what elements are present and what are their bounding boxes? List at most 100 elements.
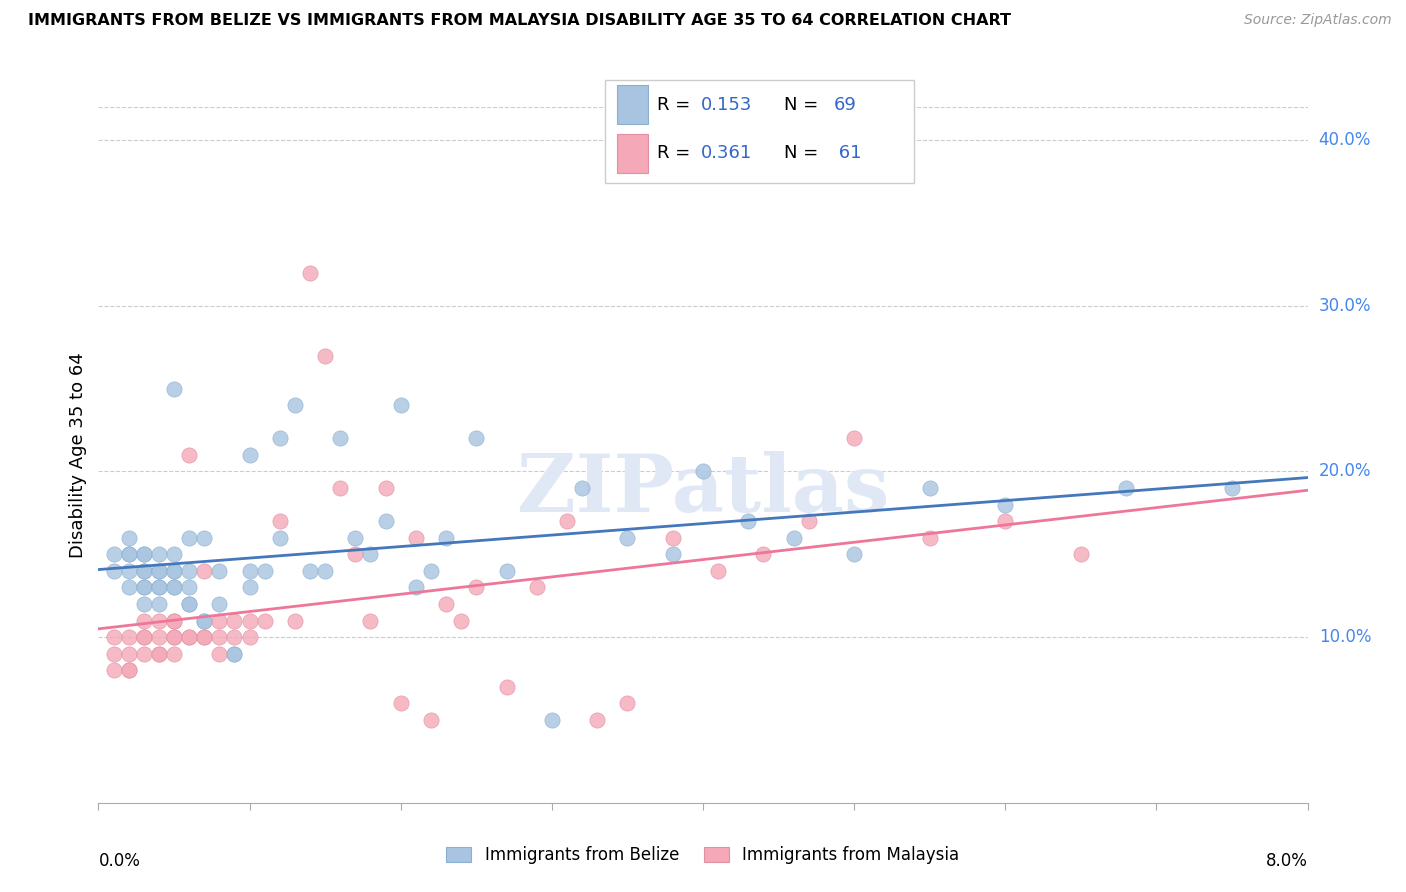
Text: 0.0%: 0.0% <box>98 852 141 870</box>
Point <box>844 431 866 445</box>
Point <box>163 564 186 578</box>
FancyBboxPatch shape <box>617 86 648 124</box>
Point <box>239 564 262 578</box>
Text: N =: N = <box>785 145 824 162</box>
Point <box>374 514 396 528</box>
Point <box>1070 547 1092 561</box>
Text: 61: 61 <box>834 145 862 162</box>
Point <box>434 531 457 545</box>
Point <box>193 614 215 628</box>
Point <box>118 547 141 561</box>
Point <box>782 531 804 545</box>
Point <box>163 630 186 644</box>
Point <box>661 531 683 545</box>
Point <box>179 581 201 595</box>
FancyBboxPatch shape <box>605 80 914 183</box>
Y-axis label: Disability Age 35 to 64: Disability Age 35 to 64 <box>69 352 87 558</box>
Text: 69: 69 <box>834 96 856 114</box>
Point <box>359 547 381 561</box>
Point <box>737 514 759 528</box>
Point <box>179 597 201 611</box>
Point <box>224 647 246 661</box>
Point <box>994 498 1017 512</box>
Point <box>148 581 170 595</box>
Point <box>224 614 246 628</box>
Point <box>118 663 141 677</box>
Point <box>148 564 170 578</box>
Point <box>148 547 170 561</box>
Legend: Immigrants from Belize, Immigrants from Malaysia: Immigrants from Belize, Immigrants from … <box>447 846 959 864</box>
Point <box>586 713 609 727</box>
Text: 40.0%: 40.0% <box>1319 131 1371 149</box>
Point <box>163 614 186 628</box>
Point <box>284 614 307 628</box>
Point <box>555 514 578 528</box>
Point <box>118 564 141 578</box>
Point <box>692 465 714 479</box>
Point <box>179 564 201 578</box>
Point <box>163 614 186 628</box>
Point <box>103 630 125 644</box>
Point <box>1115 481 1137 495</box>
Point <box>103 547 125 561</box>
Point <box>148 614 170 628</box>
Point <box>148 581 170 595</box>
Point <box>344 531 367 545</box>
Point <box>193 614 215 628</box>
Point <box>179 531 201 545</box>
Point <box>148 647 170 661</box>
Point <box>374 481 396 495</box>
Text: 20.0%: 20.0% <box>1319 462 1371 481</box>
Point <box>707 564 730 578</box>
Text: 8.0%: 8.0% <box>1265 852 1308 870</box>
Point <box>239 581 262 595</box>
Point <box>148 647 170 661</box>
Point <box>571 481 593 495</box>
Text: ZIPatlas: ZIPatlas <box>517 450 889 529</box>
Point <box>179 630 201 644</box>
Point <box>616 697 638 711</box>
Point <box>526 581 548 595</box>
Point <box>179 630 201 644</box>
Point <box>163 630 186 644</box>
Point <box>918 531 941 545</box>
Point <box>163 647 186 661</box>
Point <box>132 630 155 644</box>
Text: 0.361: 0.361 <box>700 145 752 162</box>
Text: 30.0%: 30.0% <box>1319 297 1371 315</box>
Point <box>284 398 307 412</box>
Point <box>132 564 155 578</box>
Point <box>661 547 683 561</box>
Point <box>239 448 262 462</box>
Point <box>465 431 488 445</box>
Point <box>314 349 336 363</box>
Point <box>269 514 291 528</box>
Point <box>132 547 155 561</box>
Point <box>994 514 1017 528</box>
Point <box>208 597 231 611</box>
Point <box>193 564 215 578</box>
Point <box>148 564 170 578</box>
Point <box>163 581 186 595</box>
Point <box>103 663 125 677</box>
Point <box>163 547 186 561</box>
Point <box>193 531 215 545</box>
Point <box>269 531 291 545</box>
Text: Source: ZipAtlas.com: Source: ZipAtlas.com <box>1244 13 1392 28</box>
Point <box>132 630 155 644</box>
Point <box>148 630 170 644</box>
Point <box>132 614 155 628</box>
Point <box>359 614 381 628</box>
Point <box>118 647 141 661</box>
Point <box>389 697 412 711</box>
Point <box>179 597 201 611</box>
Point <box>118 547 141 561</box>
Point <box>389 398 412 412</box>
Point <box>419 564 441 578</box>
Text: 0.153: 0.153 <box>700 96 752 114</box>
Point <box>118 531 141 545</box>
Point <box>269 431 291 445</box>
Text: R =: R = <box>657 145 696 162</box>
Point <box>208 630 231 644</box>
Point <box>148 597 170 611</box>
